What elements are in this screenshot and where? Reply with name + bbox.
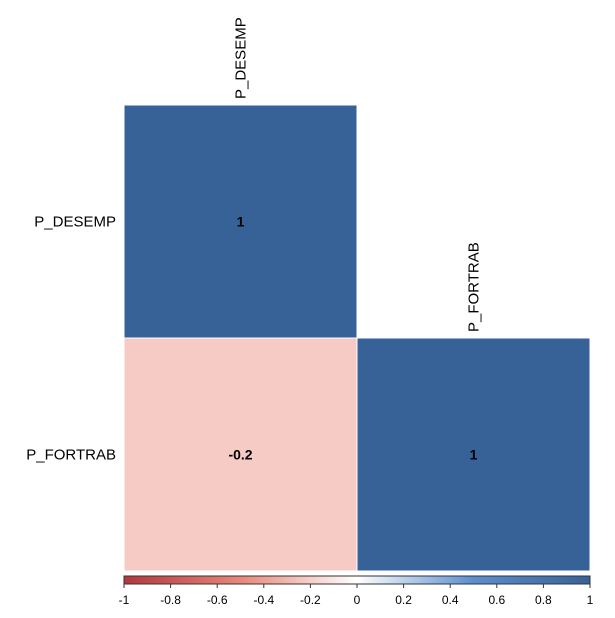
- colorbar-tick-label: -0.2: [300, 593, 321, 607]
- colorbar-tick-label: -0.8: [160, 593, 181, 607]
- colorbar-tick-label: -0.6: [207, 593, 228, 607]
- cell-p-fortrab-p-desemp: [123, 337, 358, 572]
- cell-p-desemp-p-desemp: [123, 104, 358, 339]
- cell-value-p-fortrab-p-fortrab: 1: [470, 447, 478, 463]
- colorbar-tick-label: -1: [119, 593, 130, 607]
- colorbar-gradient: [123, 575, 591, 585]
- colorbar-tick-label: 0: [354, 593, 361, 607]
- variable-labels: P_DESEMP P_FORTRAB P_DESEMP P_FORTRAB: [26, 17, 482, 463]
- colorbar-tick-label: 0.6: [488, 593, 505, 607]
- col-label-p-fortrab: P_FORTRAB: [466, 242, 483, 332]
- row-label-p-fortrab: P_FORTRAB: [26, 447, 116, 464]
- cell-p-fortrab-p-fortrab: [356, 337, 591, 572]
- colorbar-tick-label: 0.8: [535, 593, 552, 607]
- row-label-p-desemp: P_DESEMP: [34, 214, 116, 231]
- cells-layer: 1 -0.2 1: [123, 104, 591, 572]
- colorbar-tick-label: 1: [587, 593, 594, 607]
- colorbar-tick-label: 0.4: [442, 593, 459, 607]
- cell-value-p-desemp-p-desemp: 1: [237, 214, 245, 230]
- colorbar: -1 -0.8 -0.6 -0.4 -0.2 0 0.2 0.4 0.6 0.8 1: [119, 575, 594, 607]
- col-label-p-desemp: P_DESEMP: [233, 17, 250, 99]
- cell-value-p-fortrab-p-desemp: -0.2: [228, 447, 252, 463]
- colorbar-tick-label: 0.2: [395, 593, 412, 607]
- colorbar-tick-label: -0.4: [253, 593, 274, 607]
